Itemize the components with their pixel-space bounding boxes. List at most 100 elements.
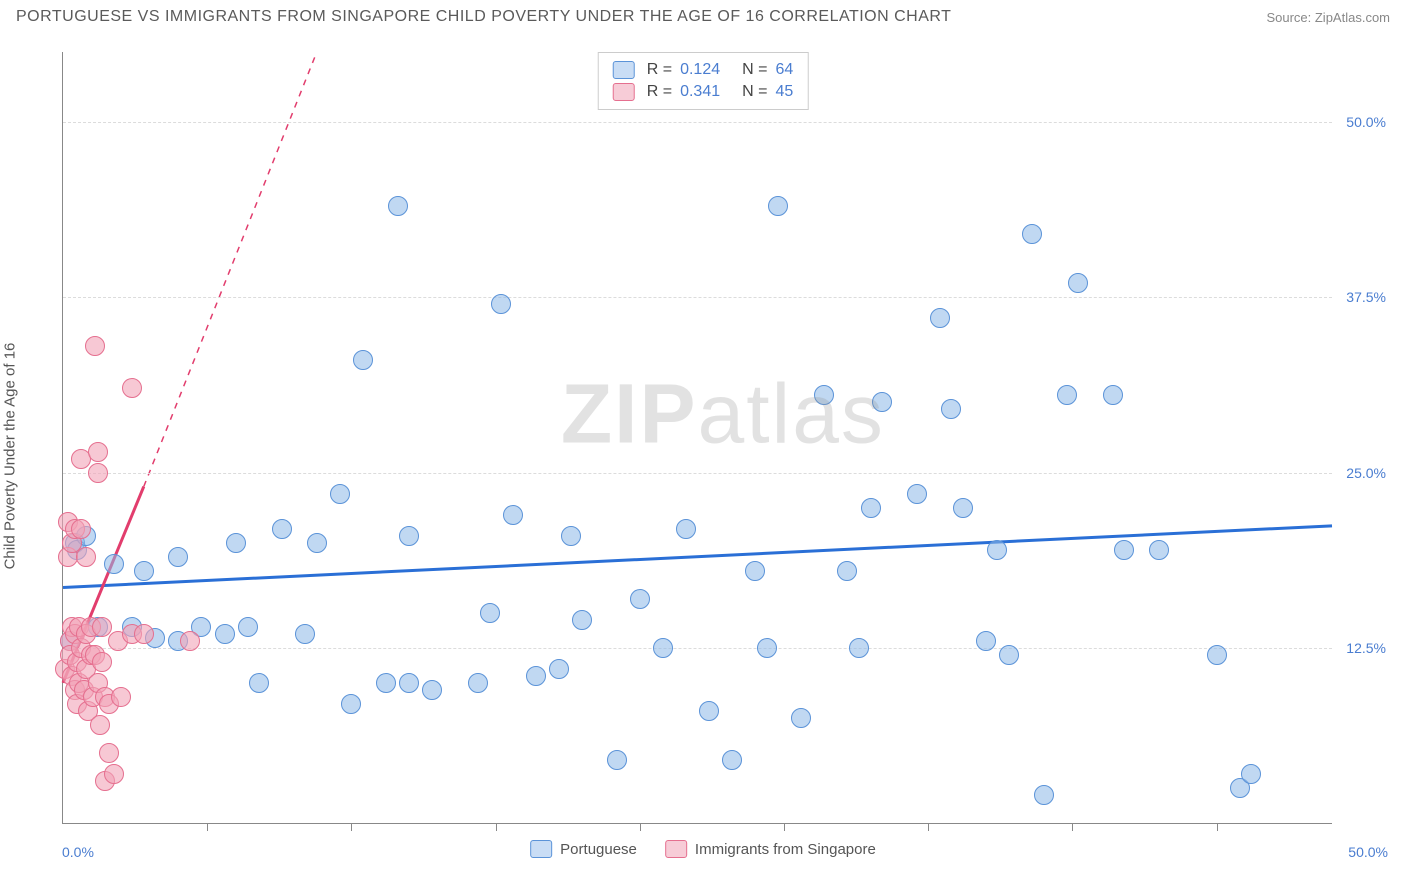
scatter-point bbox=[1241, 764, 1261, 784]
gridline-horizontal bbox=[63, 648, 1332, 649]
scatter-point bbox=[122, 378, 142, 398]
legend-n-value: 45 bbox=[775, 83, 793, 101]
scatter-point bbox=[526, 666, 546, 686]
trend-lines-svg bbox=[63, 52, 1332, 823]
scatter-point bbox=[676, 519, 696, 539]
scatter-point bbox=[849, 638, 869, 658]
scatter-point bbox=[134, 561, 154, 581]
scatter-point bbox=[791, 708, 811, 728]
scatter-point bbox=[480, 603, 500, 623]
scatter-point bbox=[376, 673, 396, 693]
scatter-point bbox=[99, 743, 119, 763]
gridline-horizontal bbox=[63, 122, 1332, 123]
scatter-point bbox=[1103, 385, 1123, 405]
scatter-point bbox=[238, 617, 258, 637]
legend-r-value: 0.124 bbox=[680, 61, 720, 79]
scatter-point bbox=[1114, 540, 1134, 560]
legend-top-row: R = 0.124 N = 64 bbox=[613, 59, 794, 81]
x-tick-mark bbox=[640, 823, 641, 831]
scatter-point bbox=[491, 294, 511, 314]
chart-title: PORTUGUESE VS IMMIGRANTS FROM SINGAPORE … bbox=[16, 8, 951, 26]
x-tick-mark bbox=[1217, 823, 1218, 831]
scatter-point bbox=[92, 617, 112, 637]
gridline-horizontal bbox=[63, 473, 1332, 474]
scatter-point bbox=[111, 687, 131, 707]
scatter-point bbox=[249, 673, 269, 693]
legend-swatch bbox=[613, 61, 635, 79]
legend-top-row: R = 0.341 N = 45 bbox=[613, 81, 794, 103]
scatter-point bbox=[503, 505, 523, 525]
scatter-point bbox=[85, 336, 105, 356]
x-tick-mark bbox=[928, 823, 929, 831]
scatter-point bbox=[607, 750, 627, 770]
scatter-point bbox=[92, 652, 112, 672]
scatter-point bbox=[768, 196, 788, 216]
scatter-point bbox=[399, 526, 419, 546]
watermark: ZIPatlas bbox=[561, 366, 885, 463]
legend-n-value: 64 bbox=[775, 61, 793, 79]
legend-swatch bbox=[665, 840, 687, 858]
scatter-point bbox=[653, 638, 673, 658]
scatter-point bbox=[388, 196, 408, 216]
scatter-point bbox=[699, 701, 719, 721]
scatter-point bbox=[572, 610, 592, 630]
scatter-point bbox=[722, 750, 742, 770]
scatter-point bbox=[168, 547, 188, 567]
scatter-point bbox=[987, 540, 1007, 560]
y-tick-label: 12.5% bbox=[1346, 640, 1386, 656]
scatter-point bbox=[1057, 385, 1077, 405]
scatter-point bbox=[1149, 540, 1169, 560]
source-attribution: Source: ZipAtlas.com bbox=[1266, 10, 1390, 25]
scatter-point bbox=[399, 673, 419, 693]
legend-r-label: R = bbox=[647, 61, 672, 79]
scatter-point bbox=[71, 519, 91, 539]
scatter-point bbox=[999, 645, 1019, 665]
scatter-point bbox=[757, 638, 777, 658]
legend-n-label: N = bbox=[742, 83, 767, 101]
watermark-bold: ZIP bbox=[561, 367, 698, 461]
x-tick-mark bbox=[496, 823, 497, 831]
scatter-point bbox=[104, 764, 124, 784]
scatter-point bbox=[76, 547, 96, 567]
legend-bottom-item: Portuguese bbox=[530, 840, 637, 858]
scatter-point bbox=[88, 463, 108, 483]
y-axis-label: Child Poverty Under the Age of 16 bbox=[2, 343, 19, 570]
scatter-point bbox=[422, 680, 442, 700]
x-tick-mark bbox=[351, 823, 352, 831]
x-axis-max-label: 50.0% bbox=[1348, 844, 1388, 860]
legend-r-value: 0.341 bbox=[680, 83, 720, 101]
legend-swatch bbox=[613, 83, 635, 101]
x-tick-mark bbox=[784, 823, 785, 831]
legend-series-label: Portuguese bbox=[560, 841, 637, 858]
scatter-point bbox=[907, 484, 927, 504]
scatter-point bbox=[226, 533, 246, 553]
legend-series-label: Immigrants from Singapore bbox=[695, 841, 876, 858]
scatter-point bbox=[90, 715, 110, 735]
scatter-point bbox=[468, 673, 488, 693]
scatter-point bbox=[134, 624, 154, 644]
x-tick-mark bbox=[1072, 823, 1073, 831]
trend-line-dashed bbox=[144, 52, 317, 487]
chart-container: Child Poverty Under the Age of 16 ZIPatl… bbox=[14, 40, 1392, 872]
legend-r-label: R = bbox=[647, 83, 672, 101]
legend-n-label: N = bbox=[742, 61, 767, 79]
scatter-point bbox=[745, 561, 765, 581]
y-tick-label: 37.5% bbox=[1346, 289, 1386, 305]
scatter-point bbox=[941, 399, 961, 419]
scatter-point bbox=[976, 631, 996, 651]
y-tick-label: 25.0% bbox=[1346, 465, 1386, 481]
y-tick-label: 50.0% bbox=[1346, 114, 1386, 130]
legend-bottom: Portuguese Immigrants from Singapore bbox=[530, 840, 876, 858]
scatter-point bbox=[561, 526, 581, 546]
legend-bottom-item: Immigrants from Singapore bbox=[665, 840, 876, 858]
scatter-point bbox=[1034, 785, 1054, 805]
chart-header: PORTUGUESE VS IMMIGRANTS FROM SINGAPORE … bbox=[0, 0, 1406, 32]
trend-line-solid bbox=[63, 526, 1332, 588]
scatter-point bbox=[330, 484, 350, 504]
scatter-point bbox=[215, 624, 235, 644]
scatter-point bbox=[104, 554, 124, 574]
scatter-point bbox=[872, 392, 892, 412]
scatter-point bbox=[837, 561, 857, 581]
scatter-point bbox=[307, 533, 327, 553]
scatter-point bbox=[88, 442, 108, 462]
